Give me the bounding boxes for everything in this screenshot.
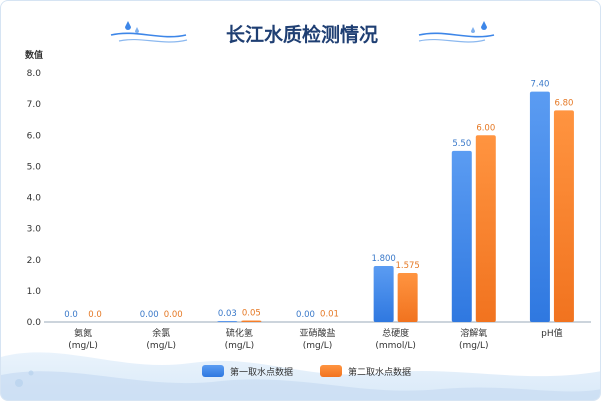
legend-item-series-2[interactable]: 第二取水点数据 xyxy=(320,365,411,378)
legend-item-series-1[interactable]: 第一取水点数据 xyxy=(202,365,293,378)
x-tick-label: 氨氮 xyxy=(74,327,92,339)
x-tick-label: (mg/L) xyxy=(459,341,489,351)
water-drop-icon xyxy=(481,21,487,30)
data-label-series-1: 0.00 xyxy=(296,310,315,320)
bar-series-1 xyxy=(217,321,238,322)
y-tick-label: 3.0 xyxy=(27,225,42,235)
data-label-series-1: 5.50 xyxy=(452,139,471,149)
x-tick-label: (mg/L) xyxy=(146,341,176,351)
legend-swatch-series-1 xyxy=(202,365,224,377)
x-tick-label: 总硬度 xyxy=(382,327,409,339)
x-tick-label: pH值 xyxy=(541,327,562,339)
bars: 0.0 0.00 0.03 0.00 1.800 5.50 7.40 0.0 0.00 0.05 0… xyxy=(64,80,574,322)
data-label-series-2: 0.05 xyxy=(242,308,261,318)
x-tick-label: (mg/L) xyxy=(68,341,98,351)
y-axis-ticks: 0.0 1.0 2.0 3.0 4.0 5.0 6.0 7.0 8.0 xyxy=(27,69,42,328)
title-decoration-right xyxy=(418,21,495,43)
y-tick-label: 8.0 xyxy=(27,69,42,79)
bar-series-1 xyxy=(451,150,472,322)
data-label-series-2: 0.00 xyxy=(164,310,183,320)
x-tick-label: 溶解氧 xyxy=(460,327,487,339)
data-label-series-1: 0.03 xyxy=(218,309,237,319)
bar-series-2 xyxy=(241,320,262,322)
y-tick-label: 1.0 xyxy=(27,287,42,297)
water-drop-icon xyxy=(125,21,131,30)
y-tick-label: 7.0 xyxy=(27,100,42,110)
legend-label-series-1: 第一取水点数据 xyxy=(230,366,293,378)
legend: 第一取水点数据 第二取水点数据 xyxy=(202,365,411,378)
data-label-series-2: 0.01 xyxy=(320,310,339,320)
x-axis-labels: 氨氮 (mg/L) 余氯 (mg/L) 硫化氢 (mg/L) 亚硝酸盐 (mg/L) 总硬度 (m… xyxy=(68,327,562,351)
legend-label-series-2: 第二取水点数据 xyxy=(348,366,411,378)
y-tick-label: 5.0 xyxy=(27,162,42,172)
data-label-series-1: 1.800 xyxy=(371,254,395,264)
bar-series-2 xyxy=(553,110,574,322)
data-label-series-2: 6.00 xyxy=(476,123,495,133)
wave-decoration xyxy=(1,352,600,400)
data-label-series-1: 0.00 xyxy=(140,310,159,320)
bar-series-2 xyxy=(397,272,418,322)
x-tick-label: 硫化氢 xyxy=(226,327,253,339)
y-tick-label: 4.0 xyxy=(27,194,42,204)
data-label-series-2: 0.0 xyxy=(88,310,102,320)
x-tick-label: (mg/L) xyxy=(225,341,255,351)
water-drop-icon xyxy=(471,27,475,33)
bar-series-2 xyxy=(475,135,496,322)
x-tick-label: 余氯 xyxy=(152,327,170,339)
bar-series-1 xyxy=(529,91,550,322)
x-tick-label: (mmol/L) xyxy=(375,341,416,351)
data-label-series-2: 1.575 xyxy=(395,261,419,271)
title-decoration-left xyxy=(110,21,188,43)
x-tick-label: 亚硝酸盐 xyxy=(299,327,335,339)
legend-swatch-series-2 xyxy=(320,365,342,377)
data-label-series-1: 0.0 xyxy=(64,310,78,320)
y-tick-label: 6.0 xyxy=(27,131,42,141)
y-tick-label: 0.0 xyxy=(27,318,42,328)
y-axis-label: 数值 xyxy=(25,49,43,61)
chart-title: 长江水质检测情况 xyxy=(226,23,378,46)
water-drop-icon xyxy=(135,27,139,33)
bar-series-1 xyxy=(373,265,394,322)
y-tick-label: 2.0 xyxy=(27,256,42,266)
x-tick-label: (mg/L) xyxy=(303,341,333,351)
data-label-series-2: 6.80 xyxy=(554,98,573,108)
data-label-series-1: 7.40 xyxy=(530,80,549,90)
